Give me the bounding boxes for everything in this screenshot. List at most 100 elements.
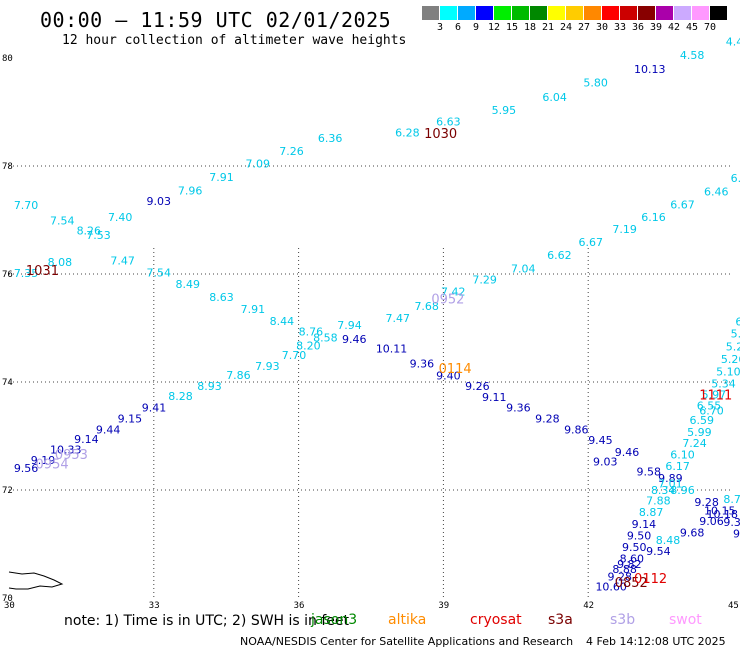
wave-height-value: 8.08 <box>48 256 73 269</box>
legend-swatch <box>638 6 655 20</box>
pass-time-stamp: 0952 <box>431 293 464 308</box>
legend-swatch <box>548 6 565 20</box>
map-subtitle: 12 hour collection of altimeter wave hei… <box>62 33 407 48</box>
wave-height-value: 8.48 <box>656 534 681 547</box>
wave-height-value: 9.28 <box>608 571 633 584</box>
pass-time-stamp: 0114 <box>439 362 472 377</box>
wave-height-value: 6.46 <box>704 186 729 199</box>
wave-height-value: 8.26 <box>77 225 102 238</box>
wave-height-value: 7.42 <box>441 286 466 299</box>
wave-height-value: 7.47 <box>110 254 135 267</box>
wave-height-value: 7.54 <box>147 267 172 280</box>
legend-label: 42 <box>667 22 681 33</box>
legend-swatch <box>710 6 727 20</box>
pass-time-stamp: 0112 <box>634 572 667 587</box>
sat-altika: altika <box>388 612 427 628</box>
wave-height-value: 8.58 <box>313 332 338 345</box>
wave-height-value: 9.86 <box>564 423 589 436</box>
wave-height-value: 5.34 <box>711 377 736 390</box>
wave-height-value: 6.04 <box>542 91 567 104</box>
wave-height-value: 5.97 <box>702 389 727 402</box>
wave-height-value: 10.13 <box>634 63 666 76</box>
wave-height-value: 6.10 <box>670 449 695 462</box>
wave-height-value: 9.28 <box>694 496 719 509</box>
wave-height-value: 9.46 <box>615 446 640 459</box>
legend-label: 24 <box>559 22 573 33</box>
legend-label: 12 <box>487 22 501 33</box>
legend-swatch <box>692 6 709 20</box>
wave-height-value: 7.88 <box>646 495 671 508</box>
wave-height-value: 8.34 <box>651 484 676 497</box>
wave-height-value: 7.94 <box>337 319 362 332</box>
wave-height-value: 9.19 <box>31 454 56 467</box>
wave-height-value: 6.36 <box>318 132 343 145</box>
legend-label: 45 <box>685 22 699 33</box>
wave-height-value: 5.16 <box>731 328 740 341</box>
wave-height-value: 9.56 <box>14 462 39 475</box>
wave-height-value: 7.70 <box>282 349 307 362</box>
legend-label: 70 <box>703 22 717 33</box>
wave-height-value: 8.96 <box>670 484 695 497</box>
legend-swatch <box>620 6 637 20</box>
wave-height-value: 7.96 <box>178 185 203 198</box>
wave-height-value: 8.44 <box>270 315 295 328</box>
wave-height-value: 7.91 <box>241 303 266 316</box>
wave-height-value: 7.09 <box>246 158 270 171</box>
wave-height-value: 9.50 <box>622 541 647 554</box>
wave-height-value: 7.93 <box>255 360 280 373</box>
legend-swatch <box>530 6 547 20</box>
lat-tick-label: 74 <box>2 378 13 388</box>
wave-height-value: 6.63 <box>436 116 461 129</box>
wave-height-value: 7.26 <box>279 145 304 158</box>
lat-tick-label: 76 <box>2 270 13 280</box>
wave-height-value: 6.67 <box>579 236 604 249</box>
legend-label: 18 <box>523 22 537 33</box>
pass-time-stamp: 1031 <box>26 264 59 279</box>
wave-height-value: 5.95 <box>492 104 516 117</box>
wave-height-value: 5.10 <box>716 366 740 379</box>
wave-height-value: 7.29 <box>472 274 497 287</box>
legend-swatch <box>458 6 475 20</box>
wave-height-value: 10.18 <box>706 508 738 521</box>
wave-height-value: 9.28 <box>535 413 560 426</box>
sat-cryosat: cryosat <box>470 612 522 628</box>
wave-height-value: 7.24 <box>682 437 707 450</box>
wave-height-value: 8.49 <box>176 278 201 291</box>
wave-height-value: 6.59 <box>690 414 715 427</box>
legend-swatch <box>494 6 511 20</box>
legend-label: 33 <box>613 22 627 33</box>
wave-height-value: 7.04 <box>511 262 536 275</box>
wave-height-value: 7.47 <box>385 312 410 325</box>
wave-height-value: 6.28 <box>395 126 420 139</box>
wave-height-value: 9.32 <box>723 516 740 529</box>
legend-label: 39 <box>649 22 663 33</box>
lon-tick-label: 33 <box>149 601 160 611</box>
legend-swatch <box>440 6 457 20</box>
sat-jason3: jason3 <box>311 612 358 628</box>
wave-height-value: 10.60 <box>595 580 627 593</box>
lon-tick-label: 36 <box>294 601 305 611</box>
legend-label: 36 <box>631 22 645 33</box>
legend-label: 15 <box>505 22 519 33</box>
wave-height-value: 9.36 <box>410 357 435 370</box>
wave-height-value: 9.15 <box>118 413 143 426</box>
wave-height-value: 9.40 <box>436 369 461 382</box>
wave-height-value: 9.14 <box>74 433 99 446</box>
wave-height-value: 7.19 <box>612 223 637 236</box>
wave-height-value: 6.70 <box>699 404 724 417</box>
wave-height-value: 8.20 <box>296 340 321 353</box>
wave-height-value: 6.62 <box>547 249 572 262</box>
wave-height-value: 9.06 <box>699 515 724 528</box>
wave-height-value: 8.87 <box>639 506 664 519</box>
lon-tick-label: 42 <box>583 601 594 611</box>
wave-height-value: 6.12 <box>735 315 740 328</box>
wave-height-value: 9.46 <box>342 333 367 346</box>
coastline <box>8 571 64 590</box>
wave-height-value: 6.16 <box>641 211 666 224</box>
lon-tick-label: 45 <box>728 601 739 611</box>
wave-height-value: 8.76 <box>299 326 324 339</box>
lon-tick-label: 30 <box>4 601 15 611</box>
wave-height-value: 9.11 <box>482 391 507 404</box>
lat-tick-label: 80 <box>2 54 13 64</box>
legend-swatch <box>602 6 619 20</box>
